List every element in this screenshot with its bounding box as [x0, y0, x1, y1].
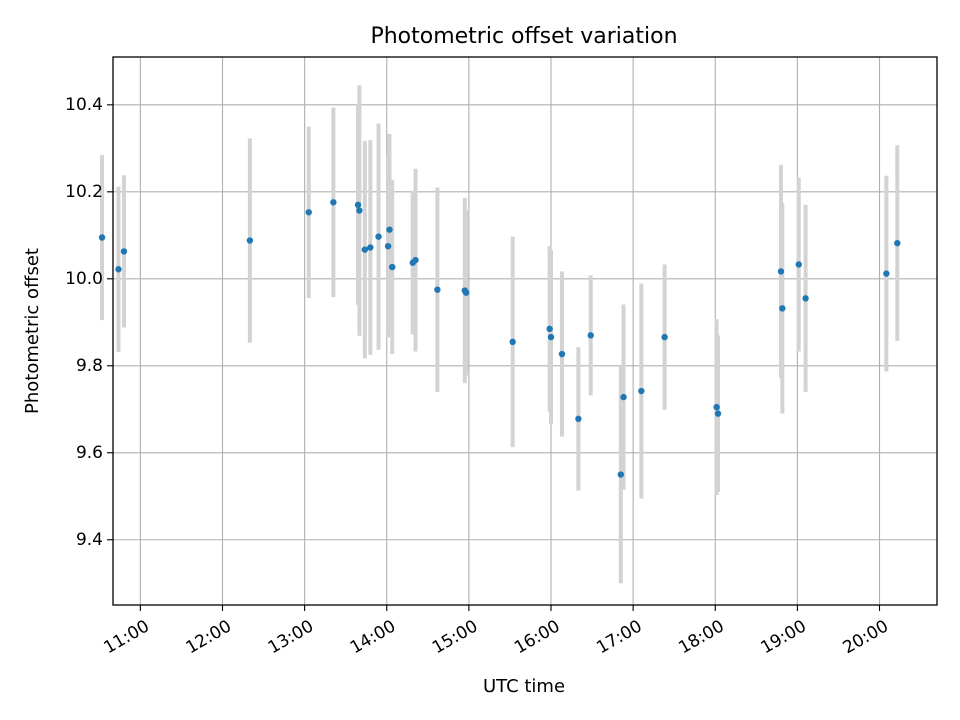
data-point	[305, 209, 312, 216]
data-point	[389, 263, 396, 271]
chart-title: Photometric offset variation	[370, 24, 677, 49]
data-point	[509, 338, 516, 346]
plot-frame	[112, 56, 938, 606]
data-point	[375, 233, 382, 240]
data-point	[713, 403, 720, 411]
data-point	[575, 415, 582, 423]
data-point	[384, 242, 392, 250]
data-point	[330, 199, 337, 206]
y-tick-label: 10.0	[65, 269, 103, 289]
data-point	[661, 333, 668, 341]
data-point	[547, 333, 555, 341]
data-point	[587, 332, 594, 339]
data-point	[354, 201, 362, 209]
data-point	[386, 226, 393, 233]
data-point	[795, 261, 802, 268]
y-axis-label: Photometric offset	[22, 248, 43, 414]
data-point	[120, 248, 128, 255]
data-point	[412, 256, 419, 264]
data-point	[462, 289, 470, 296]
data-point	[434, 286, 441, 293]
data-point	[883, 270, 890, 277]
data-point	[779, 305, 786, 312]
data-point	[356, 207, 363, 214]
x-axis-label: UTC time	[483, 676, 565, 697]
y-axis-ticks: 9.4 9.6 9.8 10.0 10.2 10.4	[65, 95, 113, 550]
data-point	[546, 325, 553, 333]
data-point	[115, 266, 122, 273]
data-point	[617, 471, 625, 478]
data-point	[361, 246, 369, 253]
data-point	[714, 410, 722, 417]
data-point	[367, 244, 374, 251]
y-tick-label: 10.4	[65, 95, 103, 115]
data-points	[98, 199, 901, 478]
data-point	[620, 393, 627, 401]
data-point	[802, 295, 809, 302]
y-tick-label: 9.4	[76, 530, 103, 550]
y-tick-label: 10.2	[65, 182, 103, 202]
y-tick-label: 9.8	[76, 356, 103, 376]
data-point	[777, 268, 785, 275]
data-point	[98, 234, 106, 241]
data-point	[558, 350, 566, 358]
y-tick-label: 9.6	[76, 443, 103, 463]
data-point	[894, 239, 901, 247]
data-point	[638, 387, 645, 395]
data-point	[246, 237, 254, 244]
